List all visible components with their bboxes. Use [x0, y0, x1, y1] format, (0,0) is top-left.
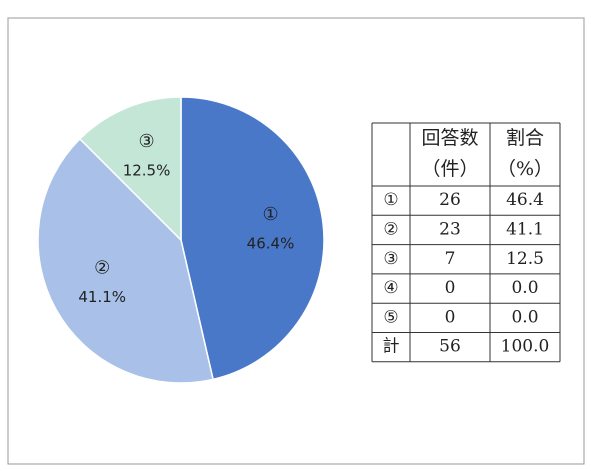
slice-category: ① — [262, 204, 278, 225]
table-header: 割合 — [506, 127, 544, 149]
table-cell: 56 — [439, 337, 461, 357]
table-cell: 100.0 — [501, 337, 550, 357]
table-header: （%） — [497, 158, 553, 180]
pie-slice — [180, 96, 325, 381]
table-cell: 26 — [439, 190, 461, 210]
table-cell: 41.1 — [506, 219, 544, 239]
slice-label: 46.4% — [247, 234, 295, 252]
table-cell: 0 — [445, 307, 456, 327]
slice-category: ③ — [138, 131, 154, 152]
table-cell: ③ — [383, 249, 398, 269]
table-cell: 計 — [383, 337, 400, 357]
slice-category: ② — [94, 258, 110, 279]
table-cell: 46.4 — [506, 190, 544, 210]
table-cell: 0.0 — [511, 278, 538, 298]
table-header: 回答数 — [421, 127, 478, 149]
pie-slice — [37, 137, 214, 384]
table-cell: 0 — [445, 278, 456, 298]
table-cell: ② — [383, 219, 398, 239]
table-cell: 23 — [439, 219, 461, 239]
pie-slice — [78, 96, 182, 242]
table-cell: ④ — [383, 278, 398, 298]
table-cell: 7 — [445, 249, 456, 269]
table-cell: 0.0 — [511, 307, 538, 327]
table-header: （件） — [421, 158, 478, 180]
slice-label: 12.5% — [123, 161, 171, 179]
table-cell: 12.5 — [506, 249, 544, 269]
table-cell: ① — [383, 190, 398, 210]
table-cell: ⑤ — [383, 307, 398, 327]
slice-label: 41.1% — [78, 288, 126, 306]
